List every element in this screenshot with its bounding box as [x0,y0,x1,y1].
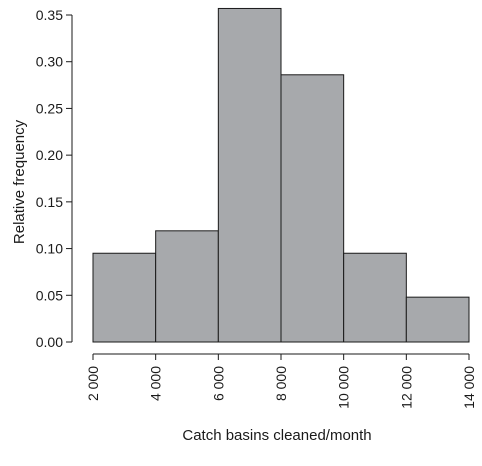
histogram-bar-4 [343,252,407,343]
histogram-bar-3 [280,74,345,343]
y-tick-label: 0.15 [36,194,63,210]
y-axis-title: Relative frequency [11,119,28,244]
y-tick-label: 0.20 [36,147,63,163]
y-tick-label: 0.30 [36,54,63,70]
x-tick-label: 4 000 [148,366,164,401]
y-tick-label: 0.10 [36,241,63,257]
x-tick-label: 14 000 [461,366,477,409]
histogram-bar-2 [217,7,282,343]
x-tick-label: 8 000 [273,366,289,401]
x-ticks-group: 2 000 4 000 6 000 8 000 10 000 12 000 14 000 [85,354,477,409]
y-ticks-group: 0.00 0.05 0.10 0.15 0.20 0.25 0.30 0.35 [36,7,72,350]
x-axis-title: Catch basins cleaned/month [182,427,371,444]
y-tick-label: 0.25 [36,100,63,116]
y-tick-label: 0.05 [36,287,63,303]
x-tick-label: 2 000 [85,366,101,401]
x-tick-label: 6 000 [210,366,226,401]
x-tick-label: 10 000 [336,366,352,409]
histogram-bar-1 [155,230,219,343]
histogram-bar-0 [92,252,157,343]
bars-group [92,7,470,343]
y-tick-label: 0.35 [36,7,63,23]
y-tick-label: 0.00 [36,334,63,350]
x-tick-label: 12 000 [398,366,414,409]
histogram-bar-5 [405,296,470,343]
